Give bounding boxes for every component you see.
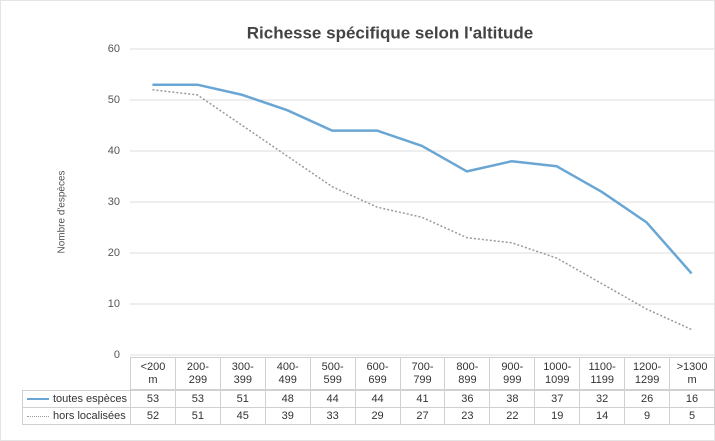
chart-title: Richesse spécifique selon l'altitude <box>247 23 534 42</box>
value-cell: 53 <box>174 390 221 408</box>
value-cell: 52 <box>130 407 176 425</box>
category-cell: 700-799 <box>399 357 446 390</box>
value-cell: 22 <box>489 407 536 425</box>
value-cell: 26 <box>624 390 671 408</box>
category-cell: 1200-1299 <box>624 357 671 390</box>
value-cell: 9 <box>624 407 671 425</box>
value-cell: 36 <box>444 390 491 408</box>
value-cell: 33 <box>309 407 356 425</box>
category-cell: 300-399 <box>219 357 266 390</box>
value-cell: 16 <box>669 390 715 408</box>
value-cell: 44 <box>354 390 401 408</box>
value-cell: 19 <box>534 407 581 425</box>
value-cell: 27 <box>399 407 446 425</box>
category-cell: 600-699 <box>354 357 401 390</box>
category-cell: 200-299 <box>174 357 221 390</box>
legend-label: toutes espèces <box>53 392 127 405</box>
category-cell: 1100-1199 <box>579 357 626 390</box>
category-cell: >1300 m <box>669 357 715 390</box>
y-tick-label: 60 <box>108 43 120 55</box>
value-cell: 37 <box>534 390 581 408</box>
value-cell: 23 <box>444 407 491 425</box>
legend-entry: toutes espèces <box>22 390 131 408</box>
category-cell: 500-599 <box>309 357 356 390</box>
legend-swatch <box>27 415 49 417</box>
y-tick-label: 0 <box>114 349 120 361</box>
y-tick-label: 10 <box>108 298 120 310</box>
legend-label: hors localisées <box>53 409 126 422</box>
value-cell: 41 <box>399 390 446 408</box>
value-cell: 14 <box>579 407 626 425</box>
value-cell: 48 <box>264 390 311 408</box>
category-cell: 1000-1099 <box>534 357 581 390</box>
category-cell: <200 m <box>130 357 176 390</box>
category-cell: 900-999 <box>489 357 536 390</box>
legend-swatch <box>27 398 49 400</box>
series-line <box>152 89 692 331</box>
category-cell: 400-499 <box>264 357 311 390</box>
value-cell: 51 <box>174 407 221 425</box>
legend-entry: hors localisées <box>22 407 131 425</box>
y-axis-label: Nombre d'espèces <box>57 170 68 253</box>
y-tick-label: 20 <box>108 247 120 259</box>
value-cell: 5 <box>669 407 715 425</box>
value-cell: 29 <box>354 407 401 425</box>
value-cell: 51 <box>219 390 266 408</box>
y-tick-label: 30 <box>108 196 120 208</box>
value-cell: 38 <box>489 390 536 408</box>
value-cell: 32 <box>579 390 626 408</box>
category-cell: 800-899 <box>444 357 491 390</box>
y-tick-label: 40 <box>108 145 120 157</box>
value-cell: 53 <box>130 390 176 408</box>
value-cell: 44 <box>309 390 356 408</box>
y-tick-label: 50 <box>108 94 120 106</box>
series-line <box>152 83 693 275</box>
value-cell: 39 <box>264 407 311 425</box>
value-cell: 45 <box>219 407 266 425</box>
